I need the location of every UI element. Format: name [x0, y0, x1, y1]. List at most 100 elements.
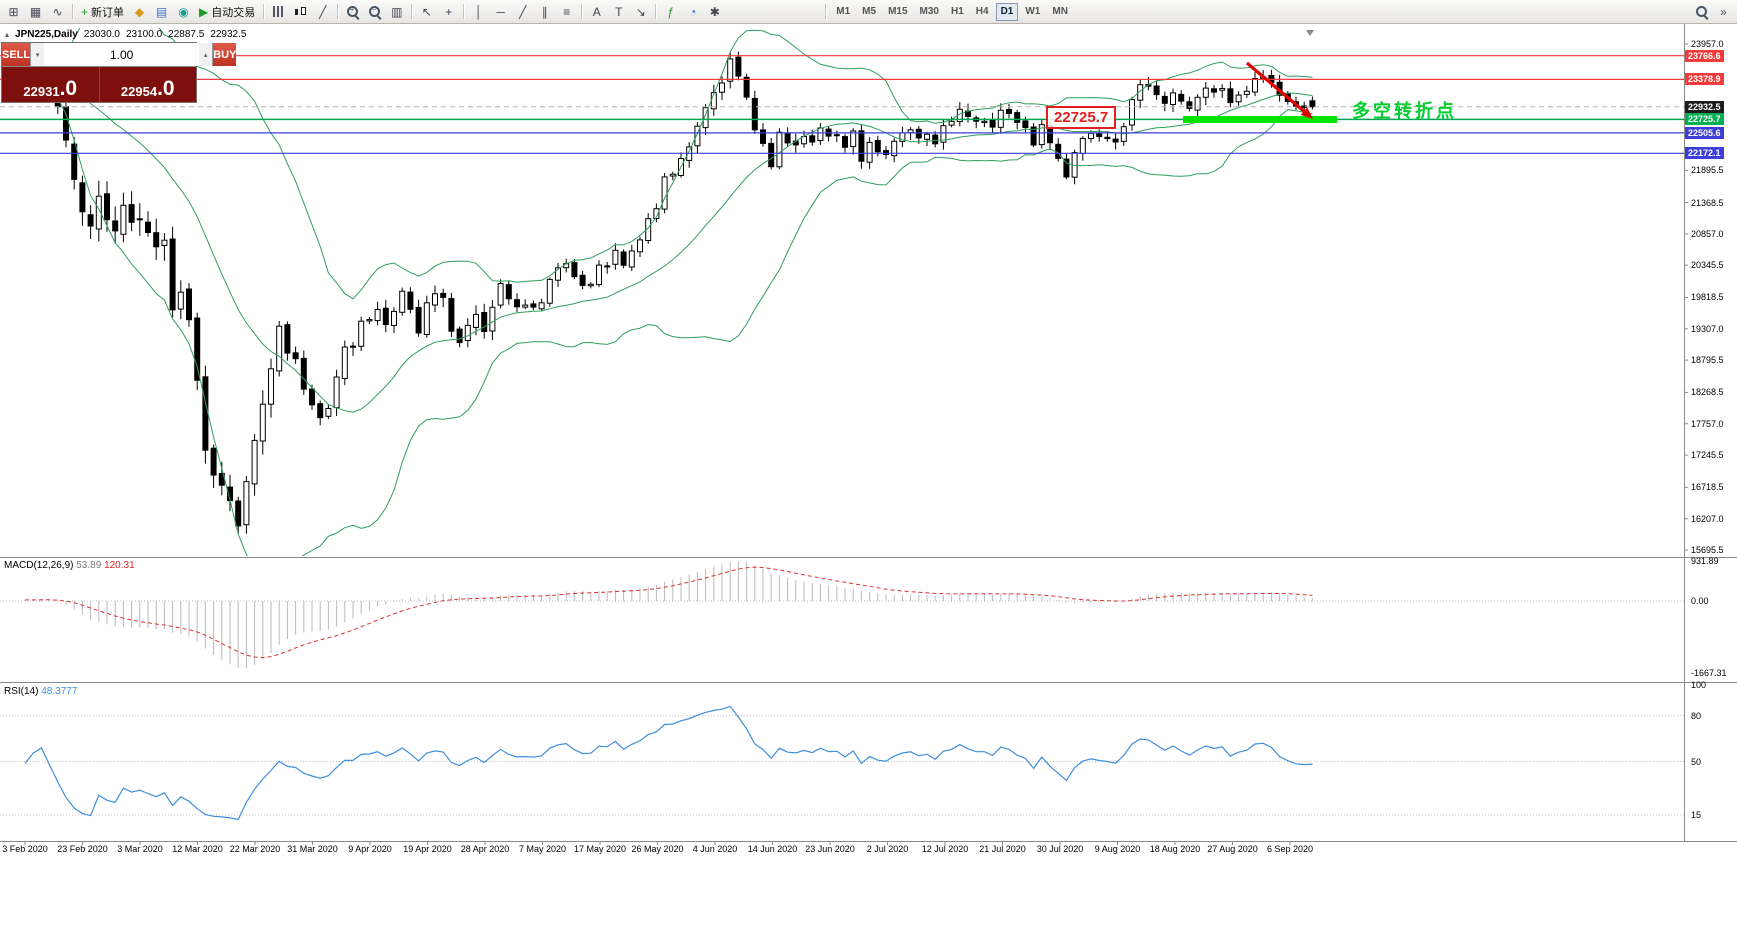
crosshair-glyph: +: [445, 4, 453, 19]
auto-trading-button[interactable]: ▶ 自动交易: [195, 2, 259, 22]
community-icon[interactable]: ◉: [173, 2, 194, 22]
price-tick-label: 20857.0: [1691, 228, 1724, 239]
market-depth-icon[interactable]: ▤: [151, 2, 172, 22]
function-glyph: ƒ: [667, 4, 675, 19]
timeframe-d1[interactable]: D1: [995, 2, 1019, 21]
price-level-label: 23378.9: [1685, 73, 1724, 86]
date-label: 19 Apr 2020: [403, 844, 452, 854]
volume-input[interactable]: [44, 43, 200, 66]
bar-chart-icon[interactable]: [268, 2, 289, 22]
price-level-label: 22505.6: [1685, 126, 1724, 139]
price-tick-label: 19818.5: [1691, 292, 1724, 303]
new-order-button[interactable]: + 新订单: [77, 2, 128, 22]
volume-increase-button[interactable]: ▴: [199, 43, 213, 66]
turning-point-label[interactable]: 多空转折点: [1352, 101, 1457, 121]
buy-price-display[interactable]: 22954.0: [98, 67, 197, 102]
tile-windows-icon[interactable]: ▥: [386, 2, 407, 22]
macd-histogram: [24, 561, 1313, 669]
fibonacci-icon[interactable]: ≡: [556, 2, 577, 22]
crosshair-icon[interactable]: +: [438, 2, 459, 22]
sell-price-display[interactable]: 22931.0: [2, 67, 99, 102]
clock-glyph: ◔: [689, 4, 697, 19]
periods-icon[interactable]: ◔: [682, 2, 703, 22]
trade-widget-controls: SELL ▾ ▴ BUY: [2, 43, 237, 67]
ohlc-open: 23030.0: [83, 29, 120, 40]
new-order-label: 新订单: [91, 6, 125, 19]
label-tool-icon[interactable]: T: [608, 2, 629, 22]
macd-panel-divider[interactable]: [0, 555, 1737, 560]
rsi-panel-divider[interactable]: [0, 680, 1737, 685]
price-axis[interactable]: 23957.0 21895.5 21368.5 20857.0 20345.5 19818…: [1684, 24, 1737, 842]
date-label: 12 Jul 2020: [921, 844, 969, 854]
date-label: 6 Sep 2020: [1266, 844, 1314, 854]
trendline-icon[interactable]: ╱: [512, 2, 533, 22]
magnifier-glyph: +: [346, 5, 359, 18]
tick-chart-icon[interactable]: ∿: [47, 2, 68, 22]
timeframe-m5[interactable]: M5: [857, 3, 881, 21]
templates-icon[interactable]: ✱: [704, 2, 725, 22]
main-price-chart: [0, 28, 1684, 556]
macd-signal-value: 120.31: [104, 560, 135, 571]
chart-shift-marker[interactable]: [1306, 30, 1314, 36]
date-label: 12 Mar 2020: [172, 844, 223, 854]
timeframe-m15[interactable]: M15: [883, 3, 912, 21]
trendline-glyph: ╱: [519, 4, 527, 19]
rsi-name: RSI(14): [4, 686, 39, 697]
price-level-label: 22725.7: [1685, 113, 1724, 126]
volume-decrease-button[interactable]: ▾: [31, 43, 45, 66]
search-icon[interactable]: [1691, 2, 1712, 22]
candles-glyph: [294, 6, 307, 17]
line-chart-glyph: ╱: [319, 4, 327, 19]
time-axis[interactable]: 3 Feb 2020 23 Feb 2020 3 Mar 2020 12 Mar 20…: [0, 843, 1684, 856]
cursor-icon[interactable]: ↖: [416, 2, 437, 22]
macd-label: MACD(12,26,9) 53.89 120.31: [4, 560, 135, 571]
buy-button[interactable]: BUY: [213, 43, 237, 66]
sell-button[interactable]: SELL: [2, 43, 31, 66]
horizontal-line-icon[interactable]: ─: [490, 2, 511, 22]
date-label: 3 Feb 2020: [2, 844, 48, 854]
ohlc-close: 22932.5: [210, 29, 247, 40]
new-chart-icon[interactable]: ⊞: [3, 2, 24, 22]
timeframe-h1[interactable]: H1: [946, 3, 969, 21]
candle-chart-icon[interactable]: [290, 2, 311, 22]
price-tick-label: 17757.0: [1691, 418, 1724, 429]
macd-scale-label: 931.89: [1691, 556, 1719, 566]
price-tag-annotation[interactable]: 22725.7: [1046, 106, 1117, 129]
support-highlight-bar: [1183, 116, 1337, 123]
vertical-line-icon[interactable]: │: [468, 2, 489, 22]
channel-icon[interactable]: ∥: [534, 2, 555, 22]
price-tick-label: 16207.0: [1691, 513, 1724, 524]
date-label: 27 Aug 2020: [1207, 844, 1258, 854]
date-label: 22 Mar 2020: [229, 844, 281, 854]
macd-name: MACD(12,26,9): [4, 560, 74, 571]
arrows-tool-icon[interactable]: ↘: [630, 2, 651, 22]
symbols-icon[interactable]: ◆: [129, 2, 150, 22]
sell-price-base: 22931: [23, 84, 60, 99]
text-tool-icon[interactable]: A: [586, 2, 607, 22]
zoom-in-icon[interactable]: +: [342, 2, 363, 22]
profiles-icon[interactable]: ▦: [25, 2, 46, 22]
axes-lines: [0, 24, 1737, 845]
timeframe-h4[interactable]: H4: [971, 3, 994, 21]
timeframe-mn[interactable]: MN: [1047, 3, 1073, 21]
trade-widget-prices: 22931.0 22954.0: [2, 67, 196, 102]
vline-glyph: │: [475, 4, 483, 19]
date-label: 9 Apr 2020: [348, 844, 392, 854]
fib-glyph: ≡: [563, 4, 571, 19]
zoom-out-icon[interactable]: −: [364, 2, 385, 22]
magnifier-glyph: [1695, 5, 1708, 18]
indicators-icon[interactable]: ƒ: [660, 2, 681, 22]
one-click-collapse-arrow[interactable]: ▴: [5, 30, 10, 39]
timeframe-m30[interactable]: M30: [915, 3, 944, 21]
line-chart-icon[interactable]: ╱: [312, 2, 333, 22]
date-label: 4 Jun 2020: [692, 844, 738, 854]
date-label: 28 Apr 2020: [460, 844, 510, 854]
date-label: 3 Mar 2020: [117, 844, 163, 854]
globe-glyph: ◉: [178, 4, 189, 19]
more-tools-icon[interactable]: »: [1713, 2, 1734, 22]
timeframe-m1[interactable]: M1: [831, 3, 855, 21]
timeframe-w1[interactable]: W1: [1020, 3, 1045, 21]
symbol-name: JPN225,Daily: [15, 29, 78, 40]
toolbar-separator: [337, 4, 339, 19]
